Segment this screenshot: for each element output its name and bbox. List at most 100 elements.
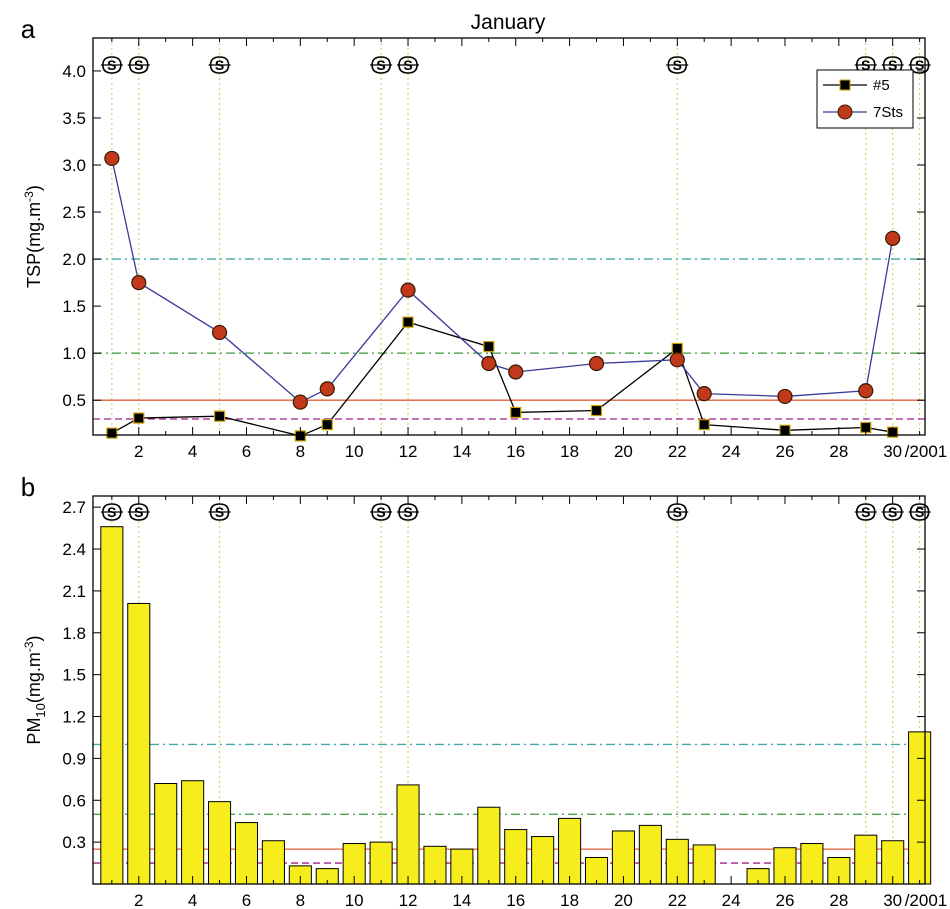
dust-storm-glyph: S (134, 504, 143, 520)
bar (424, 846, 446, 884)
y-tick-label: 0.5 (62, 391, 86, 410)
dust-storm-glyph: S (376, 57, 385, 73)
year-label: /2001 (905, 442, 948, 461)
y-tick-label: 2.4 (62, 540, 86, 559)
bar (262, 841, 284, 884)
y-tick-label: 1.0 (62, 344, 86, 363)
x-tick-label: 16 (506, 442, 525, 461)
point-circle (590, 357, 604, 371)
x-tick-label: 12 (399, 442, 418, 461)
x-tick-label: 22 (668, 442, 687, 461)
y-tick-label: 0.6 (62, 791, 86, 810)
x-tick-label: 4 (188, 891, 197, 909)
bar (639, 825, 661, 884)
y-axis-label: PM10(mg.m-3) (22, 635, 48, 744)
dust-storm-icon: S (128, 57, 150, 73)
y-tick-label: 3.5 (62, 109, 86, 128)
dust-storm-icon: S (666, 504, 688, 520)
x-tick-label: 30 (883, 891, 902, 909)
point-circle (482, 357, 496, 371)
x-tick-label: 10 (345, 891, 364, 909)
dust-storm-icon: S (855, 504, 877, 520)
bar (801, 844, 823, 884)
point-square (322, 420, 332, 430)
dust-storm-icon: S (882, 504, 904, 520)
figure-title: January (471, 11, 546, 34)
point-circle (778, 389, 792, 403)
bar (235, 823, 257, 884)
point-circle (320, 382, 334, 396)
dust-storm-icon: S (209, 504, 231, 520)
bar (397, 785, 419, 884)
x-tick-label: 28 (829, 442, 848, 461)
dust-storm-icon: S (370, 504, 392, 520)
x-tick-label: 8 (296, 442, 305, 461)
x-tick-label: 12 (399, 891, 418, 909)
dust-storm-icon: S (101, 57, 123, 73)
bar (370, 842, 392, 884)
dust-storm-icon: S (397, 504, 419, 520)
y-label-sub: 10 (33, 703, 48, 717)
panel-b: bS S S S S S S S S2 4 6 8 10 12 14 16 18 20 22 24 26 28 30/200… (21, 472, 947, 909)
x-tick-label: 2 (134, 891, 143, 909)
x-tick-label: 22 (668, 891, 687, 909)
point-square (592, 406, 602, 416)
y-tick-label: 2.0 (62, 250, 86, 269)
panel-label: b (21, 472, 35, 502)
y-tick-label: 1.2 (62, 708, 86, 727)
bar (855, 835, 877, 884)
point-circle (697, 387, 711, 401)
y-label-close: ) (24, 185, 44, 191)
x-tick-label: 6 (242, 442, 251, 461)
x-tick-label: 4 (188, 442, 197, 461)
x-tick-label: 26 (776, 442, 795, 461)
y-label-sup: -3 (22, 191, 36, 202)
y-tick-label: 1.8 (62, 624, 86, 643)
x-tick-label: 8 (296, 891, 305, 909)
legend-marker-circle (838, 105, 852, 119)
bar (101, 527, 123, 884)
bar (155, 784, 177, 884)
point-square (672, 343, 682, 353)
bar (505, 830, 527, 884)
point-circle (132, 276, 146, 290)
point-circle (105, 151, 119, 165)
bar (532, 837, 554, 884)
point-square (134, 413, 144, 423)
x-tick-label: 18 (560, 442, 579, 461)
bar (909, 732, 931, 884)
y-tick-label: 1.5 (62, 666, 86, 685)
y-label-sup: -3 (22, 641, 36, 652)
point-circle (293, 395, 307, 409)
dust-storm-icon: S (370, 57, 392, 73)
dust-storm-icon: S (909, 504, 931, 520)
point-circle (213, 325, 227, 339)
bar (478, 807, 500, 884)
panel-a: aS S S S S S S S S2 4 6 8 10 12 14 16 18 20 22 24 26 28 30/200… (21, 14, 947, 461)
dust-storm-glyph: S (673, 57, 682, 73)
x-tick-label: 2 (134, 442, 143, 461)
x-tick-label: 6 (242, 891, 251, 909)
point-circle (401, 283, 415, 297)
x-tick-label: 14 (452, 442, 471, 461)
point-circle (509, 365, 523, 379)
y-tick-label: 2.5 (62, 203, 86, 222)
x-tick-label: 20 (614, 891, 633, 909)
legend: #57Sts (817, 70, 913, 128)
x-tick-label: 18 (560, 891, 579, 909)
x-tick-label: 24 (722, 442, 741, 461)
point-circle (670, 353, 684, 367)
dust-storm-glyph: S (215, 57, 224, 73)
point-square (511, 407, 521, 417)
x-tick-label: 14 (452, 891, 471, 909)
bar (182, 781, 204, 884)
y-tick-label: 2.7 (62, 498, 86, 517)
dust-storm-glyph: S (403, 504, 412, 520)
x-tick-label: 26 (776, 891, 795, 909)
dust-storm-icon: S (101, 504, 123, 520)
point-square (215, 411, 225, 421)
x-tick-label: 28 (829, 891, 848, 909)
panel-label: a (21, 14, 36, 44)
dust-storm-icon: S (209, 57, 231, 73)
